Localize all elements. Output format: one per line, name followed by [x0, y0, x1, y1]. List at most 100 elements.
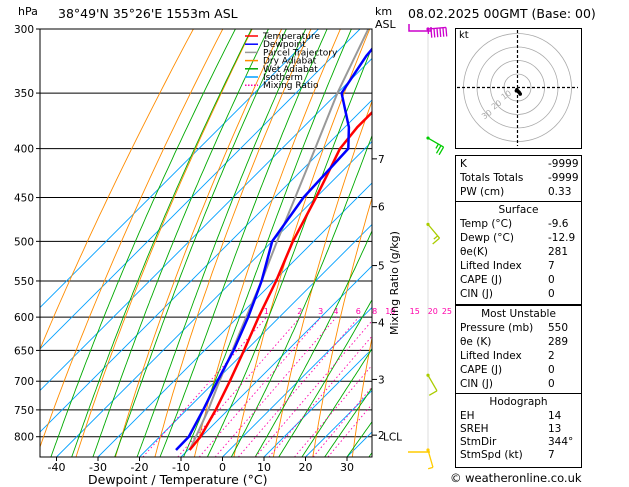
surface-header: Surface [460, 204, 577, 218]
wind-barb [428, 375, 437, 391]
mixing-ratio-line [215, 317, 336, 457]
wind-barb [428, 138, 444, 147]
mu-pressure-value: 550 [548, 322, 568, 334]
pressure-tick-label: 500 [14, 236, 34, 248]
k-index-label: K [460, 158, 467, 170]
km-tick-label: 7 [378, 154, 385, 166]
temperature-tick-label: 20 [299, 461, 313, 474]
surface-theta-value: 281 [548, 246, 568, 258]
totals-totals-value: -9999 [548, 172, 579, 184]
wind-barb-dot [426, 27, 429, 30]
pressure-tick-label: 350 [14, 88, 34, 100]
eh-label: EH [460, 410, 475, 422]
sreh-label: SREH [460, 423, 489, 435]
pressure-tick-label: 750 [14, 405, 34, 417]
pressure-tick-label: 400 [14, 144, 34, 156]
mixing-ratio-label: 2 [297, 307, 302, 316]
mixing-ratio-line [238, 317, 358, 457]
surface-theta-label: θe(K) [460, 246, 488, 258]
wind-barb-dot [426, 448, 429, 451]
wind-barb-flag [429, 391, 437, 396]
wind-barb-flag [433, 238, 440, 244]
surface-dewp-value: -12.9 [548, 232, 575, 244]
surface-cape-label: CAPE (J) [460, 274, 502, 286]
pressure-tick-label: 600 [14, 312, 34, 324]
sreh-value: 13 [548, 423, 561, 435]
mu-li-label: Lifted Index [460, 350, 522, 362]
mixing-ratio-label: 20 [428, 307, 438, 316]
mu-cin-value: 0 [548, 378, 555, 390]
most-unstable-table: Most Unstable Pressure (mb) 550 θe (K) 289… [455, 305, 582, 395]
km-tick-label: 6 [378, 202, 385, 214]
wind-barb-dot [426, 374, 429, 377]
surface-li-value: 7 [548, 260, 555, 272]
surface-temp-label: Temp (°C) [460, 218, 512, 230]
surface-cin-label: CIN (J) [460, 288, 493, 300]
mixing-ratio-label: 8 [372, 307, 377, 316]
stmdir-value: 344° [548, 436, 573, 448]
mixing-ratio-label: 1 [264, 307, 269, 316]
hodograph-panel: kt [455, 28, 582, 149]
pressure-tick-label: 650 [14, 345, 34, 357]
mu-theta-value: 289 [548, 336, 568, 348]
pressure-tick-label: 700 [14, 376, 34, 388]
mu-cape-label: CAPE (J) [460, 364, 502, 376]
temperature-tick-label: -40 [48, 461, 66, 474]
km-tick-label: 5 [378, 261, 385, 273]
mu-li-value: 2 [548, 350, 555, 362]
mu-cin-label: CIN (J) [460, 378, 493, 390]
mixing-ratio-label: 15 [410, 307, 420, 316]
surface-table: Surface Temp (°C) -9.6 Dewp (°C) -12.9 θe(… [455, 201, 582, 305]
mixing-ratio-label: 3 [318, 307, 323, 316]
lcl-label: LCL [383, 432, 402, 444]
wind-barb-dot [426, 136, 429, 139]
mixing-ratio-axis-label: Mixing Ratio (g/kg) [388, 231, 401, 335]
wind-barb [428, 224, 440, 238]
surface-cin-value: 0 [548, 288, 555, 300]
stmspd-label: StmSpd (kt) [460, 449, 523, 461]
stmdir-label: StmDir [460, 436, 496, 448]
pressure-tick-label: 300 [14, 24, 34, 36]
temperature-line [190, 29, 452, 450]
surface-li-label: Lifted Index [460, 260, 522, 272]
wind-barb-dot [426, 223, 429, 226]
mixing-ratio-label: 6 [356, 307, 361, 316]
hodograph-table: Hodograph EH 14 SREH 13 StmDir 344° StmSpd … [455, 393, 582, 468]
hodograph-unit-label: kt [459, 30, 469, 41]
totals-totals-label: Totals Totals [460, 172, 523, 184]
pressure-tick-label: 800 [14, 432, 34, 444]
surface-temp-value: -9.6 [548, 218, 569, 230]
wind-barb-flag [428, 467, 433, 468]
km-tick-label: 4 [378, 318, 385, 330]
mu-cape-value: 0 [548, 364, 555, 376]
most-unstable-header: Most Unstable [460, 308, 577, 322]
pressure-tick-label: 550 [14, 276, 34, 288]
surface-cape-value: 0 [548, 274, 555, 286]
wind-barb-flag [443, 28, 444, 37]
wind-barb-flag [434, 236, 438, 239]
stmspd-value: 7 [548, 449, 555, 461]
wind-barb-flag [434, 28, 435, 37]
mixing-ratio-label: 4 [333, 307, 338, 316]
mu-pressure-label: Pressure (mb) [460, 322, 533, 334]
wind-barb-flag [440, 28, 441, 37]
mu-theta-label: θe (K) [460, 336, 491, 348]
km-tick-label: 3 [378, 374, 385, 386]
pw-label: PW (cm) [460, 186, 504, 198]
x-axis-label: Dewpoint / Temperature (°C) [88, 472, 267, 487]
surface-dewp-label: Dewp (°C) [460, 232, 514, 244]
hodograph-table-header: Hodograph [460, 396, 577, 410]
wind-barb-flag [446, 27, 447, 36]
eh-value: 14 [548, 410, 561, 422]
mixing-ratio-line [269, 317, 388, 457]
indices-table: K -9999 Totals Totals -9999 PW (cm) 0.33 [455, 155, 582, 203]
dry-adiabat-line [589, 29, 629, 457]
mixing-ratio-label: 25 [442, 307, 452, 316]
temperature-tick-label: 30 [340, 461, 354, 474]
legend-label: Mixing Ratio [263, 81, 319, 91]
wind-barb-flag [437, 28, 438, 37]
wind-barb-flag [436, 144, 439, 148]
pw-value: 0.33 [548, 186, 571, 198]
k-index-value: -9999 [548, 158, 579, 170]
copyright-footer[interactable]: © weatheronline.co.uk [450, 471, 582, 485]
